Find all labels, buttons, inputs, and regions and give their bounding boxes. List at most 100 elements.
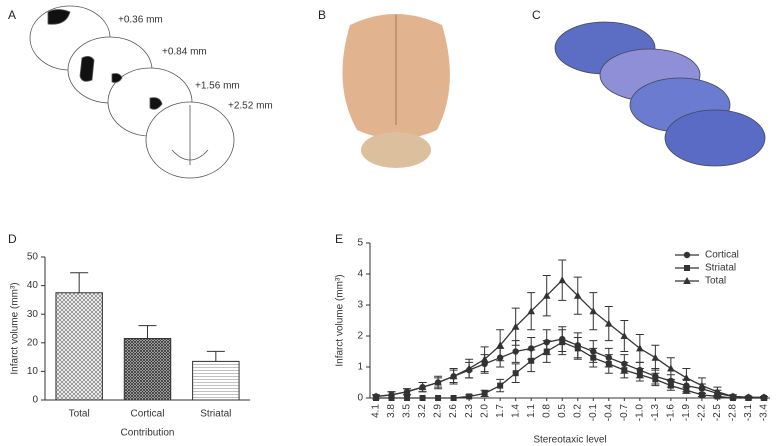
x-tick-label: -1.9 xyxy=(681,404,692,422)
point xyxy=(667,364,675,372)
point xyxy=(605,319,613,327)
point xyxy=(652,376,659,383)
panel-label: E xyxy=(335,232,343,246)
x-tick-label: 3.5 xyxy=(402,404,413,418)
x-tick-label: -2.5 xyxy=(712,404,723,422)
x-tick-label: 2.0 xyxy=(479,404,490,418)
y-tick-label: 0 xyxy=(357,393,363,404)
point xyxy=(465,364,473,372)
x-tick-label: 1.4 xyxy=(510,404,521,418)
legend-marker xyxy=(684,265,690,271)
legend-label: Cortical xyxy=(705,250,739,261)
error-bar xyxy=(70,272,89,293)
legend-marker xyxy=(683,251,691,259)
y-tick-label: 0 xyxy=(32,395,38,406)
x-tick-label: 0.5 xyxy=(557,404,568,418)
x-tick-label: 2.9 xyxy=(433,404,444,418)
x-tick-label: -2.2 xyxy=(697,404,708,422)
x-tick-label: -0.7 xyxy=(619,404,630,422)
panel-label: A xyxy=(8,8,16,22)
x-tick-label: -1.0 xyxy=(634,404,645,422)
point xyxy=(682,373,691,381)
point xyxy=(558,276,567,284)
x-tick-label: 2.3 xyxy=(464,404,475,418)
error-bar xyxy=(138,325,157,339)
point xyxy=(511,322,520,330)
bar xyxy=(55,292,103,401)
x-tick-label: -1.3 xyxy=(650,404,661,422)
panel-label: D xyxy=(8,232,17,246)
point xyxy=(480,355,489,363)
point xyxy=(449,372,458,380)
stained-slices xyxy=(554,21,766,167)
section-label: +1.56 mm xyxy=(195,81,240,92)
y-tick-label: 4 xyxy=(357,269,363,280)
x-tick-label: -3.1 xyxy=(743,404,754,422)
y-tick-label: 3 xyxy=(357,300,363,311)
x-tick-label: Total xyxy=(69,409,90,420)
y-tick-label: 50 xyxy=(27,252,39,263)
panel-label: C xyxy=(532,8,541,22)
x-tick-label: 1.7 xyxy=(495,404,506,418)
x-tick-label: 0.2 xyxy=(572,404,583,418)
point xyxy=(512,348,519,355)
x-tick-label: -3.4 xyxy=(759,404,770,422)
x-tick-label: 4.1 xyxy=(371,404,382,418)
x-axis-title: Contribution xyxy=(121,428,175,439)
point xyxy=(573,291,582,299)
x-axis-title: Stereotaxic level xyxy=(533,435,606,446)
point xyxy=(435,395,442,401)
section-label: +0.84 mm xyxy=(162,47,207,58)
point xyxy=(621,367,628,374)
point xyxy=(372,392,380,400)
y-tick-label: 1 xyxy=(357,362,363,373)
x-tick-label: -2.8 xyxy=(728,404,739,422)
point xyxy=(403,387,411,395)
point xyxy=(667,382,674,389)
legend-label: Total xyxy=(705,276,726,287)
x-tick-label: 0.8 xyxy=(541,404,552,418)
point xyxy=(760,393,768,401)
brain-photo xyxy=(342,14,450,168)
x-tick-label: 3.2 xyxy=(417,404,428,418)
y-tick-label: 10 xyxy=(27,366,39,377)
point xyxy=(434,378,442,386)
x-tick-label: -0.1 xyxy=(588,404,599,422)
point xyxy=(543,348,550,355)
point xyxy=(574,345,581,352)
x-tick-label: -1.6 xyxy=(666,404,677,422)
point xyxy=(590,354,597,361)
x-tick-label: 1.1 xyxy=(526,404,537,418)
y-axis-title: Infarct volume (mm³) xyxy=(335,274,346,366)
point xyxy=(744,393,753,401)
y-axis-title: Infarct volume (mm³) xyxy=(10,282,21,374)
point xyxy=(620,332,629,339)
panel-label: B xyxy=(318,8,326,22)
point xyxy=(651,353,660,361)
point xyxy=(528,357,535,364)
point xyxy=(527,307,535,315)
y-tick-label: 2 xyxy=(357,331,363,342)
bar xyxy=(123,338,172,401)
point xyxy=(512,370,519,377)
section-drawings xyxy=(29,5,235,179)
series-line xyxy=(375,279,764,399)
x-tick-label: Cortical xyxy=(131,409,165,420)
point xyxy=(729,392,737,400)
y-tick-label: 40 xyxy=(27,280,39,291)
point xyxy=(698,381,706,389)
point xyxy=(481,390,488,397)
point xyxy=(542,291,551,299)
x-tick-label: 3.8 xyxy=(386,404,397,418)
section-label: +2.52 mm xyxy=(228,101,273,112)
point xyxy=(636,344,644,352)
point xyxy=(497,382,504,389)
error-bar xyxy=(206,350,225,362)
point xyxy=(559,339,566,346)
x-tick-label: 2.6 xyxy=(448,404,459,418)
point xyxy=(636,371,643,378)
y-tick-label: 5 xyxy=(357,238,363,249)
point xyxy=(496,341,504,349)
point xyxy=(404,395,411,401)
